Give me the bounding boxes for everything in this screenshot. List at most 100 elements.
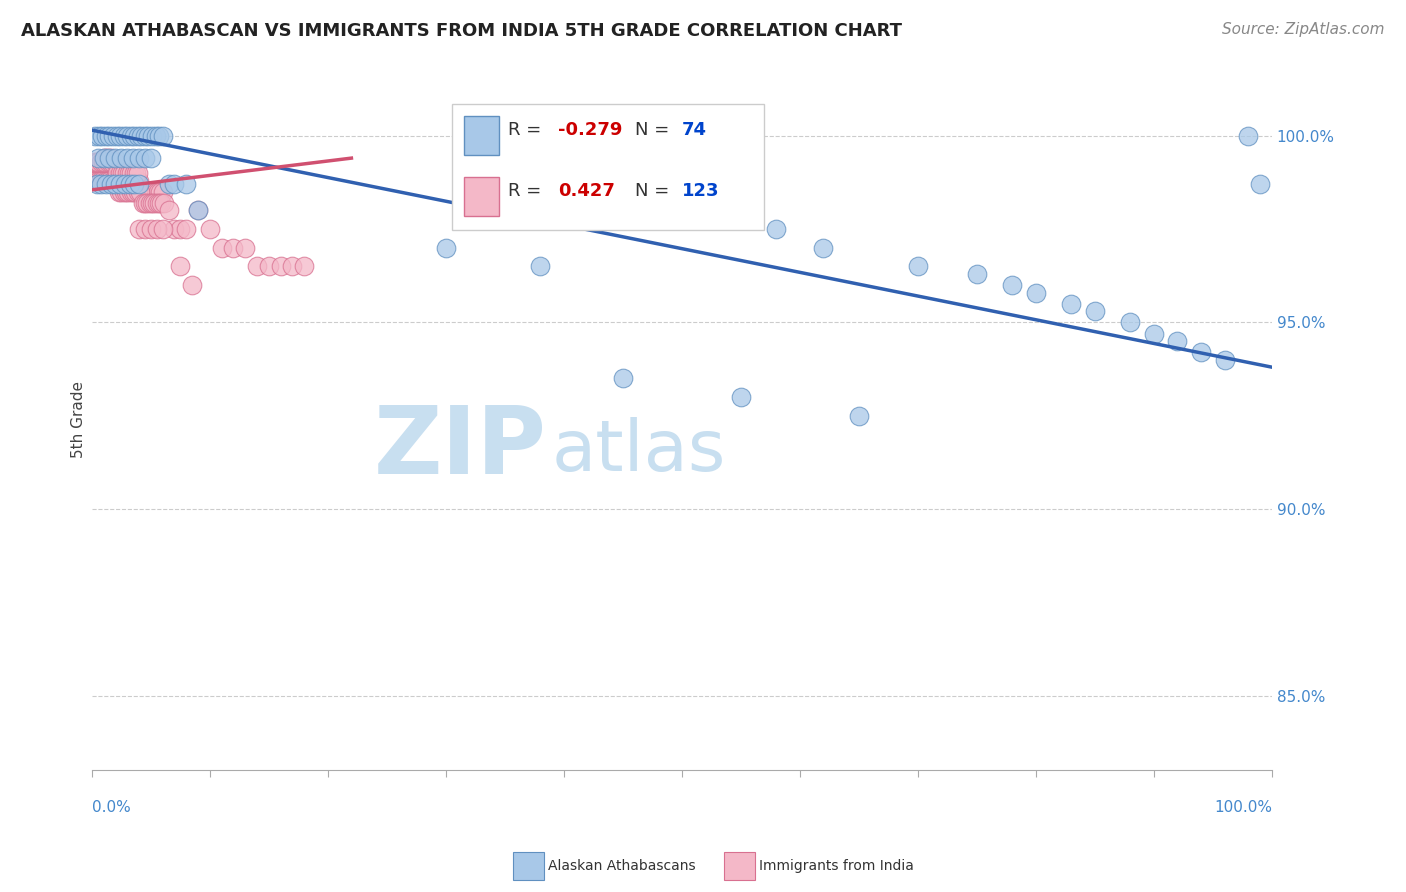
Point <box>108 185 131 199</box>
Point <box>115 173 138 187</box>
Point <box>87 159 110 173</box>
Point <box>281 260 304 274</box>
Point <box>94 128 117 143</box>
Point <box>120 185 142 199</box>
Point <box>101 173 124 187</box>
Point <box>105 173 128 187</box>
Point <box>108 166 131 180</box>
Point <box>1001 278 1024 293</box>
Point <box>270 260 292 274</box>
Point <box>89 173 111 187</box>
Point <box>1143 326 1166 341</box>
Text: Immigrants from India: Immigrants from India <box>759 859 914 873</box>
Point <box>94 151 117 165</box>
Point <box>98 173 121 187</box>
Text: 74: 74 <box>682 120 707 138</box>
Point <box>125 166 148 180</box>
FancyBboxPatch shape <box>451 103 765 230</box>
Point <box>131 185 153 199</box>
Point <box>257 260 280 274</box>
Point <box>671 203 693 218</box>
Point <box>141 195 163 210</box>
Point <box>152 195 174 210</box>
Point <box>120 128 142 143</box>
Point <box>134 195 156 210</box>
Point <box>138 128 160 143</box>
Point <box>115 128 138 143</box>
Point <box>115 185 138 199</box>
Text: 123: 123 <box>682 182 720 201</box>
Text: Alaskan Athabascans: Alaskan Athabascans <box>548 859 696 873</box>
Point <box>87 154 110 169</box>
Point <box>134 222 156 236</box>
Point <box>142 185 165 199</box>
Point <box>152 128 174 143</box>
Text: Source: ZipAtlas.com: Source: ZipAtlas.com <box>1222 22 1385 37</box>
Text: -0.279: -0.279 <box>558 120 623 138</box>
Point <box>149 185 172 199</box>
Point <box>813 241 835 255</box>
Point <box>91 173 114 187</box>
Point <box>118 178 141 192</box>
Point <box>730 390 752 404</box>
Point <box>529 260 551 274</box>
Point <box>152 185 174 199</box>
Point <box>128 151 150 165</box>
Point <box>124 128 146 143</box>
Point <box>128 173 150 187</box>
Text: ZIP: ZIP <box>373 401 546 493</box>
Point <box>104 154 127 169</box>
Point <box>110 185 132 199</box>
Point <box>138 185 160 199</box>
Point <box>101 128 124 143</box>
Point <box>134 151 156 165</box>
Point <box>115 151 138 165</box>
Point <box>112 185 135 199</box>
Point <box>434 241 457 255</box>
Point <box>83 154 105 169</box>
Point <box>91 128 114 143</box>
Point <box>1084 304 1107 318</box>
Point <box>966 267 988 281</box>
Point <box>211 241 233 255</box>
Point <box>122 166 145 180</box>
Point <box>120 166 142 180</box>
Point <box>107 166 129 180</box>
Point <box>104 151 127 165</box>
Point <box>1166 334 1188 348</box>
Point <box>136 195 159 210</box>
Point <box>117 185 139 199</box>
Point <box>105 128 128 143</box>
Point <box>96 173 118 187</box>
Point <box>105 166 128 180</box>
Point <box>87 128 110 143</box>
Point <box>90 178 112 192</box>
Point <box>157 203 180 218</box>
Point <box>94 173 117 187</box>
Point <box>131 195 153 210</box>
Point <box>114 178 136 192</box>
Point <box>97 151 120 165</box>
Point <box>86 178 108 192</box>
Point <box>101 154 124 169</box>
Point <box>98 151 121 165</box>
Point <box>148 128 170 143</box>
Point <box>118 173 141 187</box>
Point <box>83 159 105 173</box>
Point <box>145 185 167 199</box>
Point <box>101 159 124 173</box>
Point <box>111 166 134 180</box>
Point <box>115 166 138 180</box>
Point <box>118 166 141 180</box>
Point <box>125 173 148 187</box>
Point <box>128 178 150 192</box>
Point <box>104 159 127 173</box>
Point <box>134 128 156 143</box>
Y-axis label: 5th Grade: 5th Grade <box>72 381 86 458</box>
Point <box>90 154 112 169</box>
Point <box>94 154 117 169</box>
Point <box>86 151 108 165</box>
Point <box>181 278 204 293</box>
Point <box>121 173 143 187</box>
Point <box>152 222 174 236</box>
